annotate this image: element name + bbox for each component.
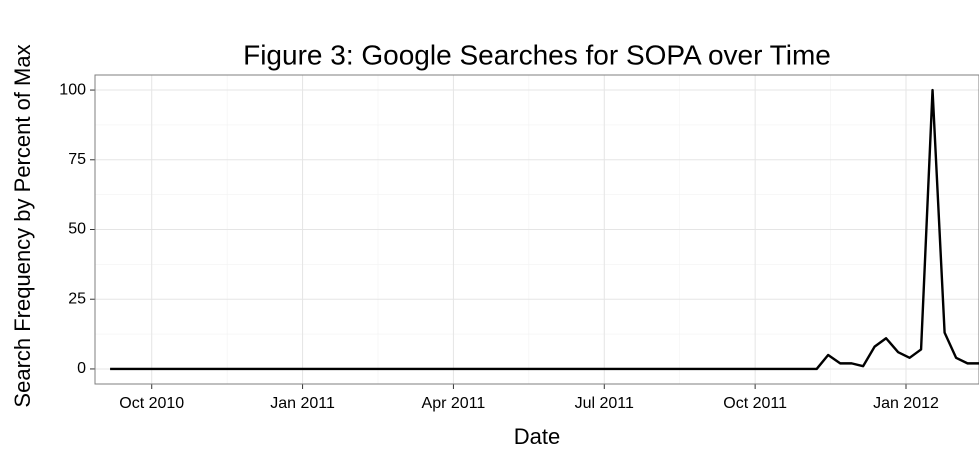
y-axis-label: Search Frequency by Percent of Max — [10, 44, 35, 407]
x-tick-label: Oct 2010 — [119, 395, 184, 412]
data-line — [110, 88, 979, 371]
chart-title: Figure 3: Google Searches for SOPA over … — [243, 39, 831, 70]
x-tick-label: Jan 2011 — [270, 395, 335, 412]
y-tick-label: 100 — [59, 81, 86, 98]
y-tick-label: 0 — [77, 360, 86, 377]
y-tick-label: 25 — [68, 290, 86, 307]
x-tick-label: Jan 2012 — [873, 395, 939, 412]
x-tick-label: Jul 2011 — [575, 395, 634, 412]
y-tick-label: 50 — [68, 221, 86, 238]
x-tick-label: Oct 2011 — [723, 395, 787, 412]
y-tick-label: 75 — [68, 151, 86, 168]
x-tick-label: Apr 2011 — [422, 395, 486, 412]
panel-border — [94, 74, 979, 385]
x-axis-label: Date — [514, 424, 560, 449]
